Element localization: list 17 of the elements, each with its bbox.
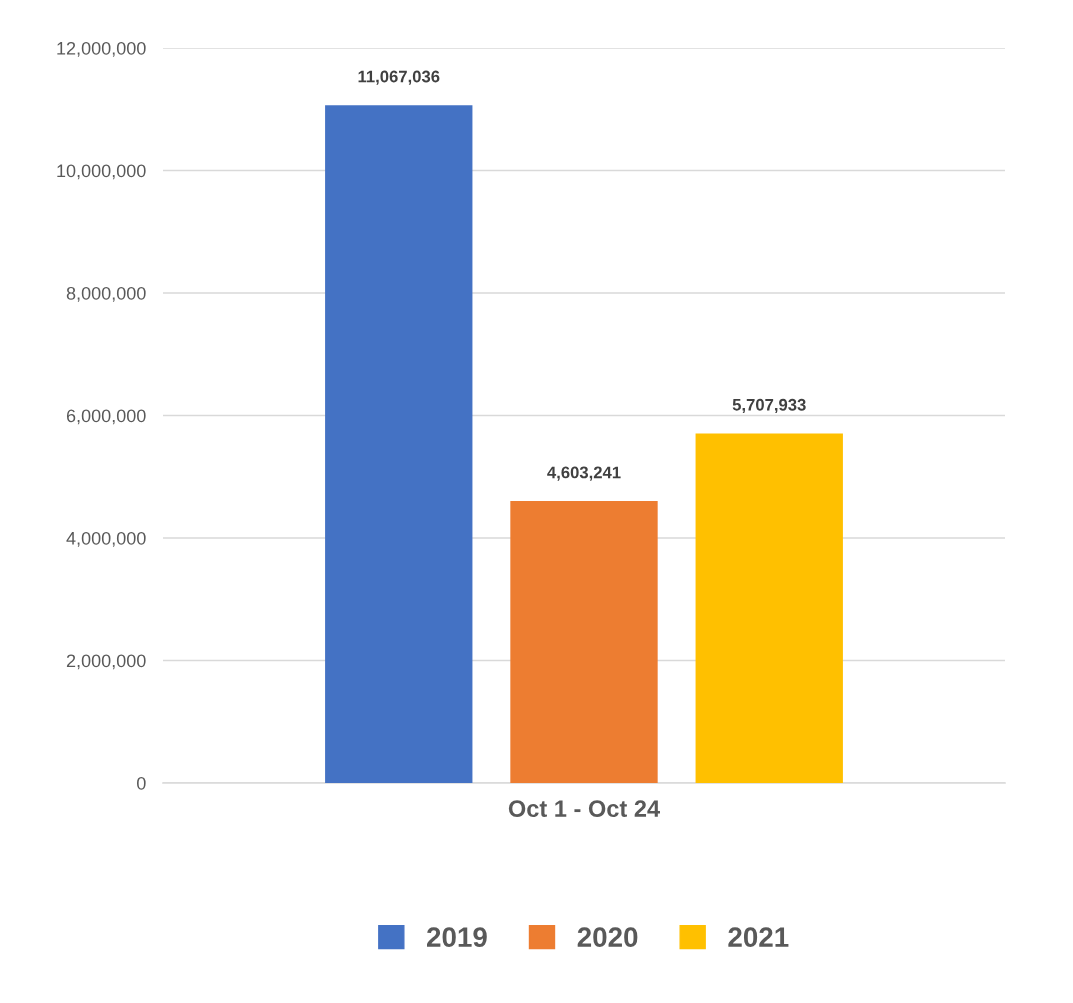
y-tick-label: 6,000,000	[66, 409, 146, 425]
text: 11,067,036	[358, 70, 440, 85]
x-tick-label: Oct 1 - Oct 24	[508, 800, 660, 818]
bar	[695, 433, 843, 783]
legend-label: 2021	[728, 927, 789, 947]
bar	[510, 501, 658, 783]
y-tick-label: 8,000,000	[66, 286, 146, 302]
legend-label: 2020	[577, 927, 638, 947]
y-tick-label: 10,000,000	[57, 164, 146, 180]
y-tick-label: 0	[137, 776, 146, 790]
text: 5,707,933	[732, 398, 806, 414]
y-tick-label: 4,000,000	[66, 531, 146, 547]
y-tick-label: 12,000,000	[57, 41, 146, 57]
legend-label: 2019	[427, 927, 487, 947]
text: 4,603,241	[547, 466, 621, 481]
bar	[325, 105, 473, 783]
y-tick-label: 2,000,000	[66, 654, 146, 670]
